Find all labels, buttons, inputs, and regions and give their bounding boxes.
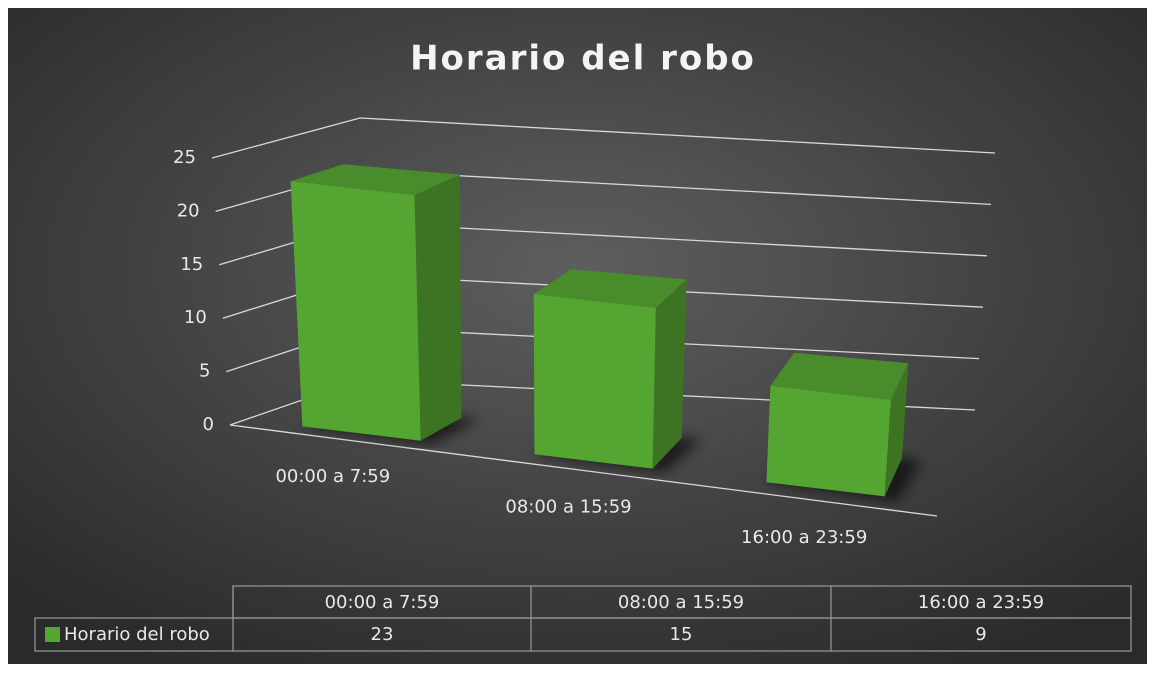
bar <box>290 181 421 441</box>
y-tick-label: 15 <box>180 254 203 275</box>
y-tick-label: 5 <box>199 361 210 382</box>
bar-top <box>533 269 687 308</box>
bar-side <box>884 363 909 497</box>
table-value: 23 <box>371 624 394 645</box>
grid-line <box>211 117 996 159</box>
y-tick-label: 0 <box>203 414 214 435</box>
bar-side <box>652 279 687 469</box>
legend-key <box>45 627 60 642</box>
y-tick-label: 25 <box>173 147 196 168</box>
bar-top <box>290 164 460 196</box>
table-value: 15 <box>670 624 693 645</box>
table-value: 9 <box>975 624 986 645</box>
y-tick-label: 10 <box>184 307 207 328</box>
y-tick-label: 20 <box>177 200 200 221</box>
x-tick-label: 16:00 a 23:59 <box>741 527 867 548</box>
bar-side <box>414 174 462 441</box>
table-header: 16:00 a 23:59 <box>918 592 1044 613</box>
table-header: 00:00 a 7:59 <box>325 592 440 613</box>
axis-line <box>229 424 938 517</box>
x-tick-label: 08:00 a 15:59 <box>505 497 631 518</box>
bar-top <box>770 352 909 400</box>
legend-label: Horario del robo <box>64 624 210 645</box>
chart-title: Horario del robo <box>410 39 756 79</box>
data-table <box>34 585 1132 652</box>
bar <box>766 385 891 497</box>
x-tick-label: 00:00 a 7:59 <box>275 466 390 487</box>
table-header: 08:00 a 15:59 <box>618 592 744 613</box>
bar <box>533 294 656 469</box>
table-border <box>34 617 1132 652</box>
